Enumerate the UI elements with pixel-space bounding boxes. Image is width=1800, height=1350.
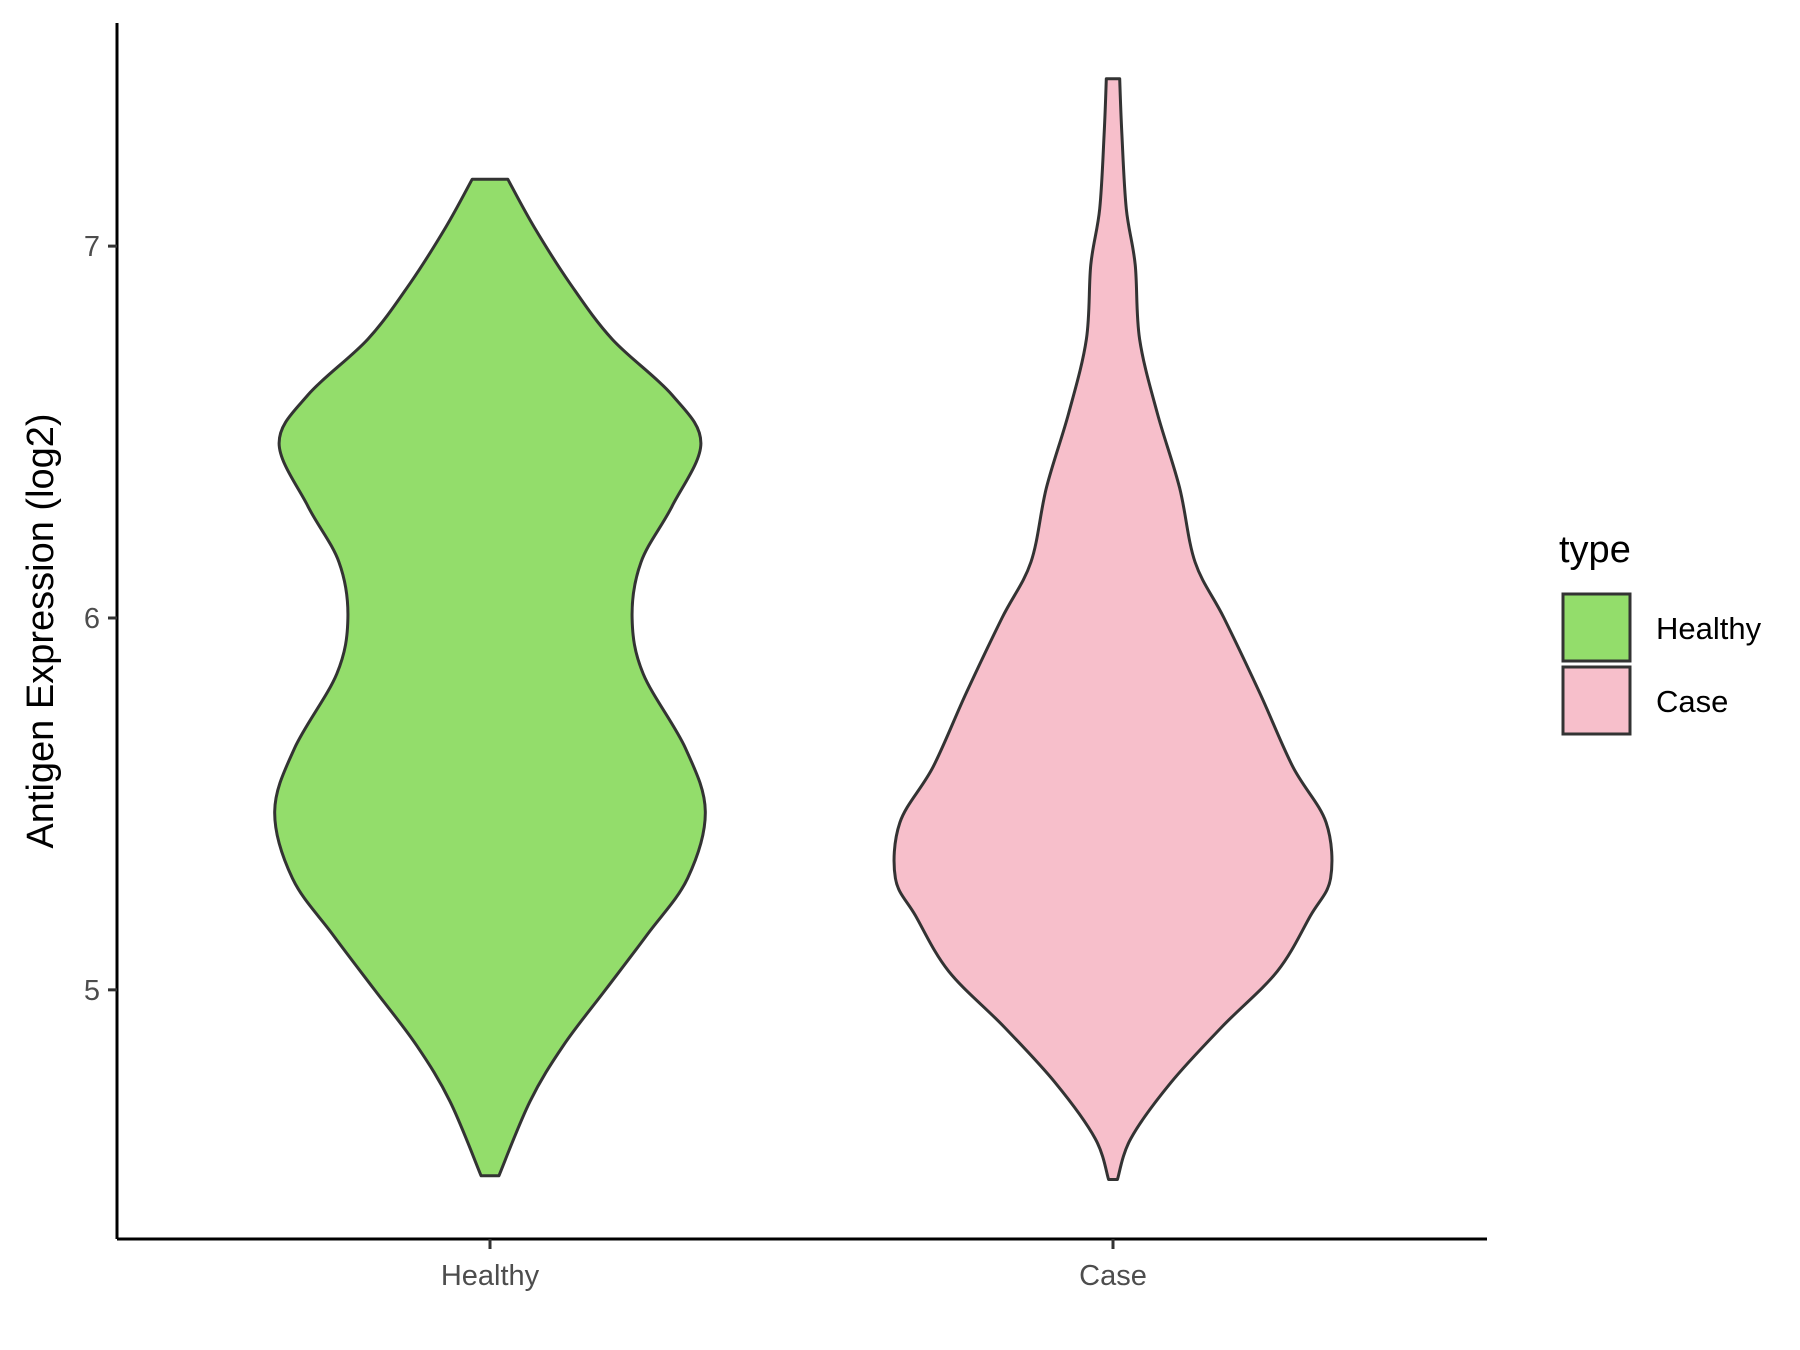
legend-label-healthy: Healthy — [1656, 611, 1762, 646]
y-axis-ticks: 5 6 7 — [84, 231, 117, 1007]
y-axis-title: Antigen Expression (log2) — [20, 413, 62, 848]
y-tick-label: 5 — [84, 975, 100, 1007]
legend-title: type — [1559, 529, 1631, 571]
x-axis-ticks: Healthy Case — [441, 1239, 1147, 1292]
legend-label-case: Case — [1656, 684, 1728, 719]
legend: type Healthy Case — [1559, 529, 1762, 736]
x-tick-label-case: Case — [1079, 1260, 1147, 1292]
legend-key-case — [1561, 665, 1632, 736]
y-tick-label: 7 — [84, 231, 100, 263]
legend-key-healthy — [1561, 592, 1632, 663]
violin-healthy — [273, 177, 707, 1178]
x-tick-label-healthy: Healthy — [441, 1260, 540, 1292]
y-tick-label: 6 — [84, 603, 100, 635]
violin-layer — [273, 77, 1334, 1181]
violin-case — [892, 77, 1334, 1181]
